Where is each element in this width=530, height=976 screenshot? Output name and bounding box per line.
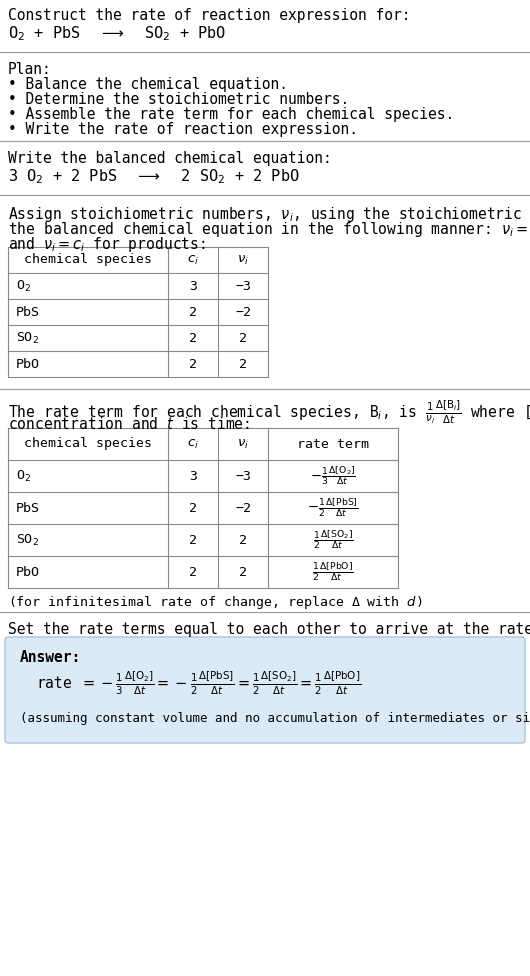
Text: The rate term for each chemical species, B$_i$, is $\frac{1}{\nu_i}\frac{\Delta[: The rate term for each chemical species,…: [8, 399, 530, 427]
Text: Set the rate terms equal to each other to arrive at the rate expression:: Set the rate terms equal to each other t…: [8, 622, 530, 637]
Text: SO$_2$: SO$_2$: [16, 533, 39, 548]
Text: Construct the rate of reaction expression for:: Construct the rate of reaction expressio…: [8, 8, 411, 23]
FancyBboxPatch shape: [5, 637, 525, 743]
Text: $\nu_i$: $\nu_i$: [237, 254, 249, 266]
Text: $-\frac{1}{3}\frac{\Delta[\mathrm{O}_2]}{\Delta t}$: $-\frac{1}{3}\frac{\Delta[\mathrm{O}_2]}…: [310, 465, 356, 487]
Text: −3: −3: [235, 279, 251, 293]
Text: $c_i$: $c_i$: [187, 254, 199, 266]
Text: 3 O$_2$ + 2 PbS  $\longrightarrow$  2 SO$_2$ + 2 PbO: 3 O$_2$ + 2 PbS $\longrightarrow$ 2 SO$_…: [8, 167, 299, 185]
Text: 2: 2: [189, 534, 197, 547]
Text: • Determine the stoichiometric numbers.: • Determine the stoichiometric numbers.: [8, 92, 349, 107]
Text: Assign stoichiometric numbers, $\nu_i$, using the stoichiometric coefficients, $: Assign stoichiometric numbers, $\nu_i$, …: [8, 205, 530, 224]
Text: Answer:: Answer:: [20, 650, 81, 665]
Text: $c_i$: $c_i$: [187, 437, 199, 451]
Text: PbO: PbO: [16, 565, 40, 579]
Text: • Balance the chemical equation.: • Balance the chemical equation.: [8, 77, 288, 92]
Text: PbS: PbS: [16, 502, 40, 514]
Text: PbO: PbO: [16, 357, 40, 371]
Text: $-\frac{1}{2}\frac{\Delta[\mathrm{PbS}]}{\Delta t}$: $-\frac{1}{2}\frac{\Delta[\mathrm{PbS}]}…: [307, 497, 359, 519]
Text: • Assemble the rate term for each chemical species.: • Assemble the rate term for each chemic…: [8, 107, 454, 122]
Text: (for infinitesimal rate of change, replace Δ with $d$): (for infinitesimal rate of change, repla…: [8, 594, 422, 611]
Text: rate term: rate term: [297, 437, 369, 451]
Text: chemical species: chemical species: [24, 254, 152, 266]
Text: −2: −2: [235, 502, 251, 514]
Text: 2: 2: [189, 565, 197, 579]
Text: O$_2$ + PbS  $\longrightarrow$  SO$_2$ + PbO: O$_2$ + PbS $\longrightarrow$ SO$_2$ + P…: [8, 24, 226, 43]
Text: chemical species: chemical species: [24, 437, 152, 451]
Text: 2: 2: [239, 565, 247, 579]
Text: O$_2$: O$_2$: [16, 468, 31, 483]
Text: O$_2$: O$_2$: [16, 278, 31, 294]
Text: Write the balanced chemical equation:: Write the balanced chemical equation:: [8, 151, 332, 166]
Text: PbS: PbS: [16, 305, 40, 318]
Text: 3: 3: [189, 279, 197, 293]
Text: $\nu_i$: $\nu_i$: [237, 437, 249, 451]
Text: 2: 2: [189, 357, 197, 371]
Text: 3: 3: [189, 469, 197, 482]
Text: SO$_2$: SO$_2$: [16, 331, 39, 346]
Text: −3: −3: [235, 469, 251, 482]
Text: 2: 2: [189, 502, 197, 514]
Text: concentration and $t$ is time:: concentration and $t$ is time:: [8, 416, 250, 432]
Text: • Write the rate of reaction expression.: • Write the rate of reaction expression.: [8, 122, 358, 137]
Text: and $\nu_i = c_i$ for products:: and $\nu_i = c_i$ for products:: [8, 235, 206, 254]
Text: −2: −2: [235, 305, 251, 318]
Text: rate $= -\frac{1}{3}\frac{\Delta[\mathrm{O_2}]}{\Delta t} = -\frac{1}{2}\frac{\D: rate $= -\frac{1}{3}\frac{\Delta[\mathrm…: [36, 670, 361, 698]
Text: 2: 2: [239, 534, 247, 547]
Text: (assuming constant volume and no accumulation of intermediates or side products): (assuming constant volume and no accumul…: [20, 712, 530, 725]
Text: 2: 2: [239, 332, 247, 345]
Text: $\frac{1}{2}\frac{\Delta[\mathrm{SO}_2]}{\Delta t}$: $\frac{1}{2}\frac{\Delta[\mathrm{SO}_2]}…: [313, 529, 354, 551]
Text: the balanced chemical equation in the following manner: $\nu_i = -c_i$ for react: the balanced chemical equation in the fo…: [8, 220, 530, 239]
Text: $\frac{1}{2}\frac{\Delta[\mathrm{PbO}]}{\Delta t}$: $\frac{1}{2}\frac{\Delta[\mathrm{PbO}]}{…: [312, 561, 354, 583]
Text: 2: 2: [239, 357, 247, 371]
Text: Plan:: Plan:: [8, 62, 52, 77]
Text: 2: 2: [189, 332, 197, 345]
Text: 2: 2: [189, 305, 197, 318]
